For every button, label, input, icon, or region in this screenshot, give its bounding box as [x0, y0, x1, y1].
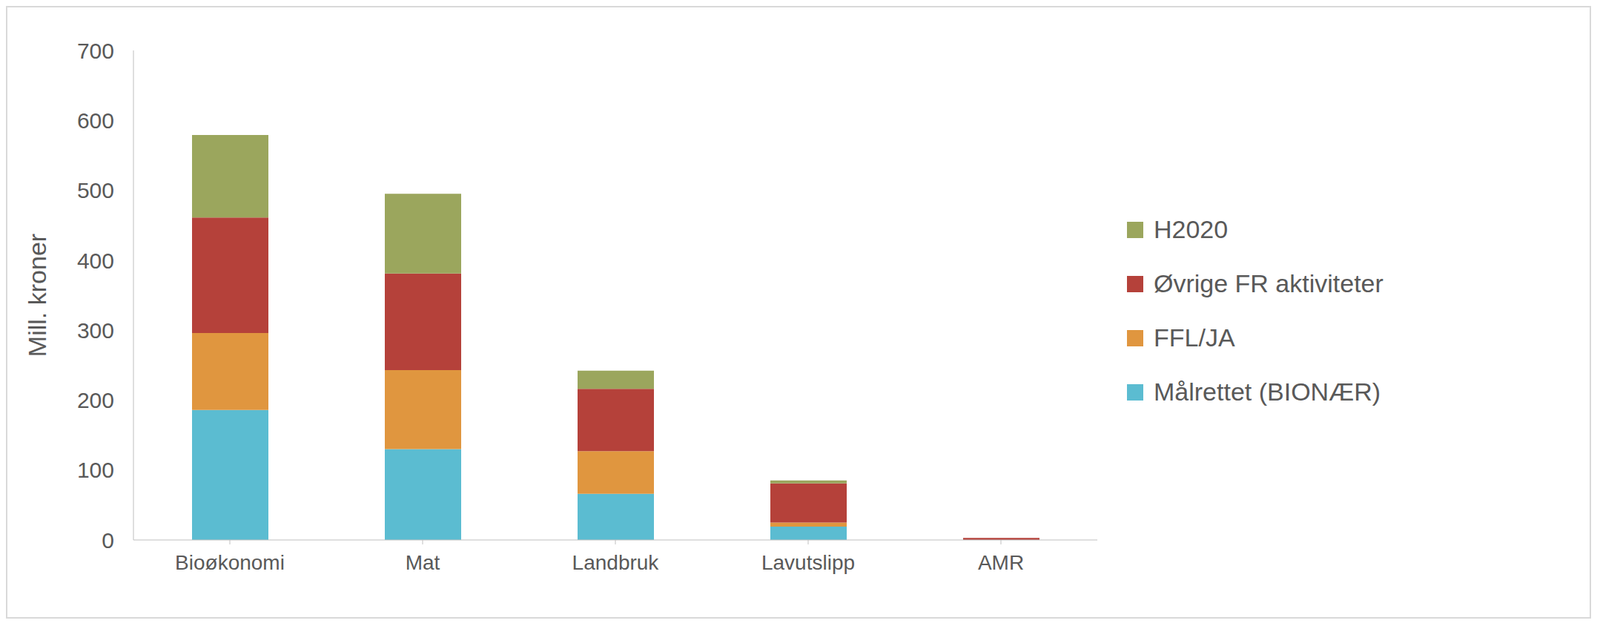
svg-text:300: 300 — [77, 318, 115, 343]
svg-text:Mill. kroner: Mill. kroner — [22, 233, 52, 357]
svg-text:600: 600 — [77, 108, 115, 133]
svg-text:AMR: AMR — [977, 550, 1024, 574]
svg-text:Bioøkonomi: Bioøkonomi — [174, 550, 285, 574]
svg-text:200: 200 — [77, 387, 115, 413]
html-text:Målrettet (BIONÆR): Målrettet (BIONÆR) — [1153, 377, 1381, 406]
svg-text:Landbruk: Landbruk — [572, 550, 660, 574]
html-text:Øvrige FR aktiviteter: Øvrige FR aktiviteter — [1153, 269, 1384, 298]
svg-text:400: 400 — [77, 248, 115, 273]
svg-text:Lavutslipp: Lavutslipp — [761, 550, 855, 574]
svg-text:100: 100 — [77, 457, 115, 482]
html-text:FFL/JA: FFL/JA — [1153, 323, 1235, 352]
svg-text:700: 700 — [77, 38, 115, 64]
svg-text:0: 0 — [101, 527, 115, 553]
html-text:H2020: H2020 — [1153, 215, 1228, 244]
svg-text:Mat: Mat — [405, 550, 441, 574]
svg-text:500: 500 — [77, 177, 115, 203]
